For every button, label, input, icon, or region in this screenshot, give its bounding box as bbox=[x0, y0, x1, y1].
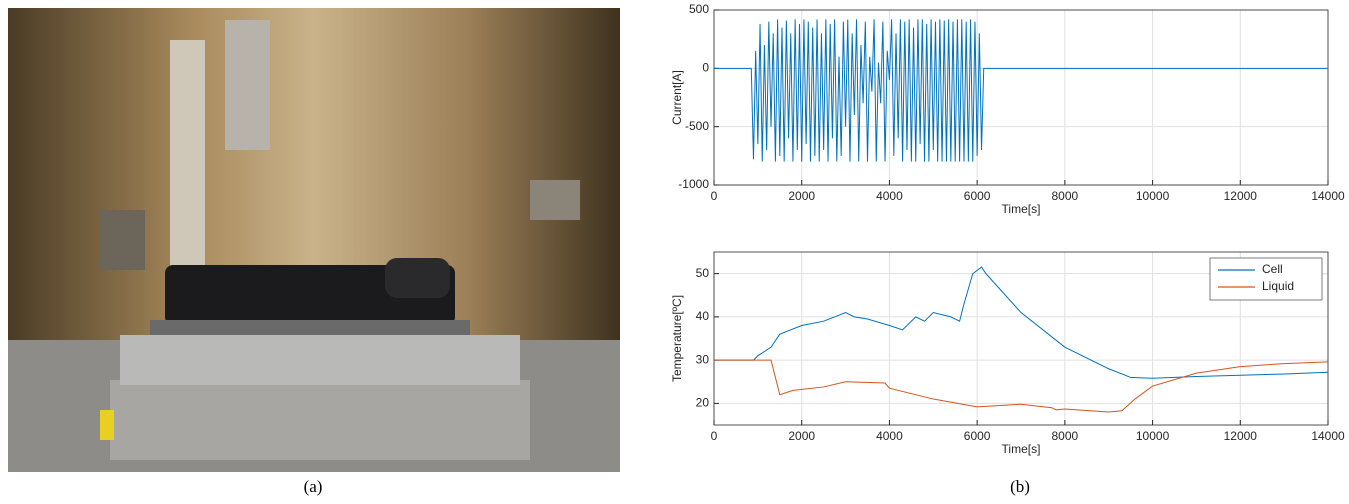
y-tick-label: 500 bbox=[689, 2, 709, 16]
x-tick-label: 8000 bbox=[1052, 189, 1079, 203]
plot-area bbox=[714, 10, 1328, 185]
y-tick-label: 30 bbox=[696, 352, 710, 366]
legend-label: Liquid bbox=[1262, 279, 1294, 293]
x-tick-label: 14000 bbox=[1311, 189, 1345, 203]
legend-box bbox=[1209, 257, 1323, 301]
x-tick-label: 0 bbox=[711, 429, 718, 443]
x-tick-label: 6000 bbox=[964, 189, 991, 203]
x-tick-label: 0 bbox=[711, 189, 718, 203]
axes-box bbox=[713, 251, 1329, 426]
legend-label: Cell bbox=[1262, 262, 1283, 276]
photo bbox=[8, 8, 620, 472]
x-tick-label: 8000 bbox=[1052, 429, 1079, 443]
data-line bbox=[714, 359, 1329, 413]
x-tick-label: 4000 bbox=[876, 189, 903, 203]
x-tick-label: 12000 bbox=[1224, 429, 1258, 443]
axes-box bbox=[713, 9, 1329, 186]
caption: (b) bbox=[1010, 477, 1030, 496]
x-tick-label: 10000 bbox=[1136, 429, 1170, 443]
x-axis-label: Time[s] bbox=[1002, 202, 1041, 216]
y-tick-label: -1000 bbox=[678, 177, 709, 191]
x-tick-label: 2000 bbox=[788, 429, 815, 443]
y-tick-label: 0 bbox=[702, 61, 709, 75]
x-tick-label: 12000 bbox=[1224, 189, 1258, 203]
y-tick-label: -500 bbox=[685, 119, 709, 133]
x-tick-label: 14000 bbox=[1311, 429, 1345, 443]
y-axis-label: Temperature[ºC] bbox=[670, 295, 684, 382]
x-tick-label: 4000 bbox=[876, 429, 903, 443]
x-tick-label: 2000 bbox=[788, 189, 815, 203]
y-tick-label: 40 bbox=[696, 309, 710, 323]
data-line bbox=[714, 266, 1329, 379]
y-tick-label: 50 bbox=[696, 266, 710, 280]
data-line bbox=[714, 19, 1328, 162]
x-tick-label: 10000 bbox=[1136, 189, 1170, 203]
x-axis-label: Time[s] bbox=[1002, 442, 1041, 456]
y-axis-label: Current[A] bbox=[670, 70, 684, 125]
y-tick-label: 20 bbox=[696, 396, 710, 410]
caption: (a) bbox=[304, 477, 323, 496]
x-tick-label: 6000 bbox=[964, 429, 991, 443]
